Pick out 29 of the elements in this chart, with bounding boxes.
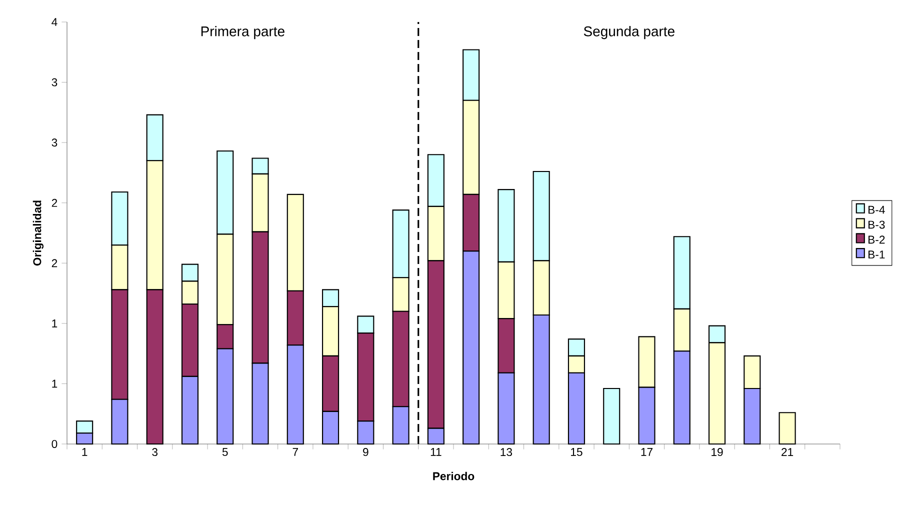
annotation: Primera parte bbox=[201, 26, 284, 40]
x-tick-label: 11 bbox=[430, 448, 442, 456]
annotation: Segunda parte bbox=[584, 26, 674, 40]
legend-label: B-2 bbox=[868, 236, 885, 244]
x-tick-label: 5 bbox=[222, 448, 228, 456]
x-tick-label: 21 bbox=[782, 448, 794, 456]
y-tick-label: 1 bbox=[52, 320, 58, 328]
x-tick-label: 3 bbox=[152, 448, 158, 456]
x-tick-label: 1 bbox=[82, 448, 88, 456]
x-tick-label: 19 bbox=[712, 448, 723, 456]
legend-label: B-4 bbox=[868, 206, 885, 214]
y-tick-label: 3 bbox=[52, 138, 58, 147]
legend-label: B-1 bbox=[868, 250, 885, 258]
bar bbox=[778, 412, 796, 445]
x-tick-label: 9 bbox=[363, 448, 368, 456]
x-axis-title: Periodo bbox=[433, 472, 474, 480]
y-tick-label: 2 bbox=[52, 259, 58, 268]
x-tick-label: 13 bbox=[500, 448, 512, 456]
y-axis-title: Originalidad bbox=[32, 200, 44, 266]
y-tick-label: 0 bbox=[52, 440, 58, 448]
bar bbox=[603, 388, 620, 445]
x-tick-label: 17 bbox=[641, 448, 652, 456]
y-tick-label: 1 bbox=[52, 380, 58, 388]
y-tick-label: 3 bbox=[52, 78, 58, 86]
x-tick-label: 7 bbox=[292, 448, 298, 456]
x-tick-label: 15 bbox=[571, 448, 582, 456]
y-tick-label: 2 bbox=[52, 198, 58, 207]
legend-label: B-3 bbox=[868, 220, 885, 229]
y-tick-label: 4 bbox=[52, 18, 58, 26]
